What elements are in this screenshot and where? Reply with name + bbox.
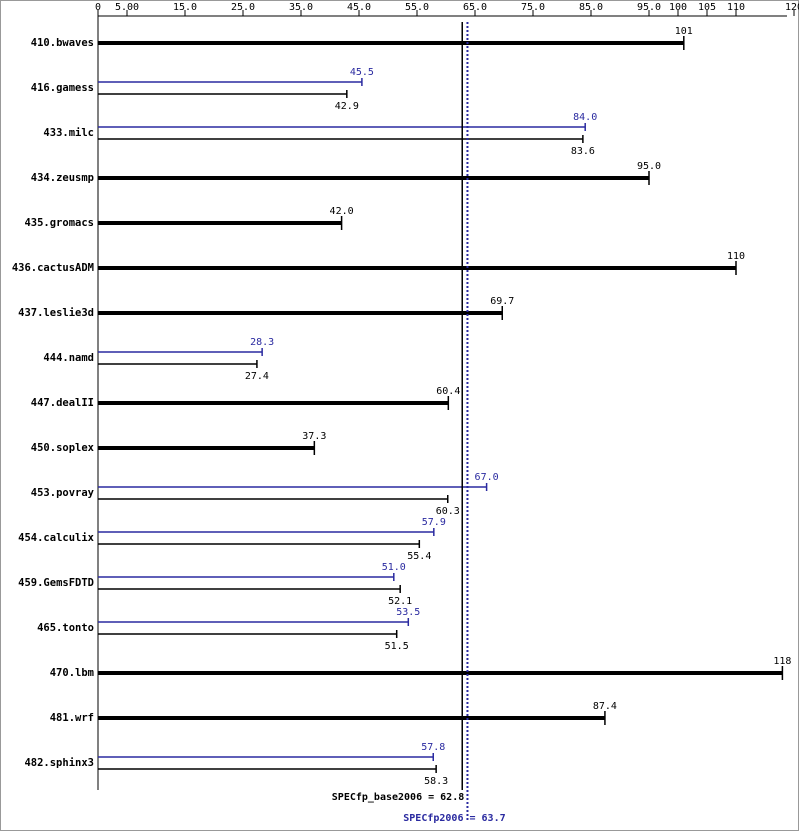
value-label: 28.3: [250, 337, 274, 348]
x-tick-label: 105: [698, 2, 716, 13]
x-tick-label: 110: [727, 2, 745, 13]
x-tick-label: 85.0: [579, 2, 603, 13]
x-tick-label: 95.0: [637, 2, 661, 13]
value-label: 69.7: [490, 296, 514, 307]
value-label: 60.3: [436, 506, 460, 517]
value-label: 110: [727, 251, 745, 262]
x-tick-label: 35.0: [289, 2, 313, 13]
x-tick-label: 5.00: [115, 2, 139, 13]
value-label: 57.8: [421, 742, 445, 753]
category-label: 444.namd: [43, 352, 94, 364]
category-label: 459.GemsFDTD: [18, 577, 94, 589]
x-tick-label: 0: [95, 2, 101, 13]
x-tick-label: 15.0: [173, 2, 197, 13]
x-tick-label: 120: [785, 2, 799, 13]
value-label: 45.5: [350, 67, 374, 78]
value-label: 101: [675, 26, 693, 37]
value-label: 84.0: [573, 112, 597, 123]
category-label: 470.lbm: [50, 667, 94, 679]
value-label: 83.6: [571, 146, 595, 157]
category-label: 437.leslie3d: [18, 307, 94, 319]
category-label: 481.wrf: [50, 712, 94, 724]
value-label: 87.4: [593, 701, 617, 712]
value-label: 53.5: [396, 607, 420, 618]
value-label: 42.9: [335, 101, 359, 112]
value-label: 95.0: [637, 161, 661, 172]
category-label: 482.sphinx3: [24, 757, 94, 769]
category-label: 434.zeusmp: [31, 172, 94, 184]
category-label: 450.soplex: [31, 442, 95, 454]
x-tick-label: 100: [669, 2, 687, 13]
value-label: 51.5: [385, 641, 409, 652]
x-tick-label: 75.0: [521, 2, 545, 13]
value-label: 60.4: [436, 386, 460, 397]
value-label: 52.1: [388, 596, 412, 607]
value-label: 37.3: [302, 431, 326, 442]
x-tick-label: 45.0: [347, 2, 371, 13]
category-label: 433.milc: [43, 127, 94, 139]
reference-label: SPECfp2006 = 63.7: [403, 813, 505, 824]
x-tick-label: 25.0: [231, 2, 255, 13]
value-label: 67.0: [475, 472, 499, 483]
reference-label: SPECfp_base2006 = 62.8: [332, 792, 464, 803]
value-label: 51.0: [382, 562, 406, 573]
value-label: 118: [773, 656, 791, 667]
category-label: 454.calculix: [18, 532, 95, 544]
category-label: 416.gamess: [31, 82, 94, 94]
category-label: 436.cactusADM: [12, 262, 94, 274]
value-label: 27.4: [245, 371, 269, 382]
value-label: 58.3: [424, 776, 448, 787]
x-tick-label: 65.0: [463, 2, 487, 13]
value-label: 42.0: [330, 206, 354, 217]
category-label: 447.dealII: [31, 397, 94, 409]
value-label: 55.4: [407, 551, 431, 562]
category-label: 465.tonto: [37, 622, 94, 634]
category-label: 453.povray: [31, 487, 95, 499]
value-label: 57.9: [422, 517, 446, 528]
x-tick-label: 55.0: [405, 2, 429, 13]
category-label: 435.gromacs: [24, 217, 94, 229]
category-label: 410.bwaves: [31, 37, 94, 49]
